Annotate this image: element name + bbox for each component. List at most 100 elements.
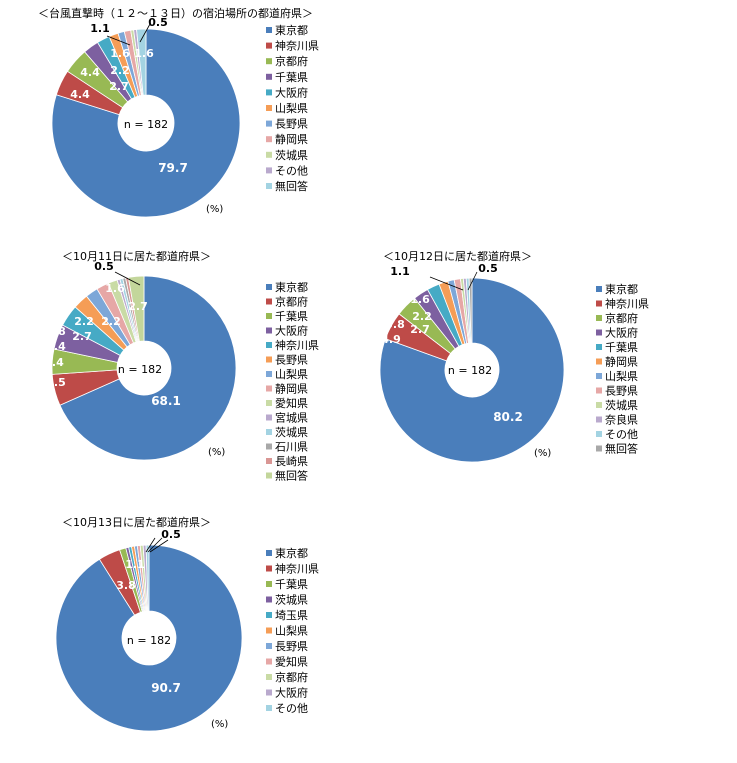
data-label: 2.2 bbox=[101, 315, 121, 328]
legend-entry: 山梨県 bbox=[275, 624, 308, 638]
legend-swatch bbox=[266, 472, 272, 479]
legend-swatch bbox=[266, 342, 272, 348]
sample-size-label: n = 182 bbox=[448, 364, 492, 377]
legend-entry: その他 bbox=[605, 428, 638, 441]
legend-swatch bbox=[266, 151, 272, 158]
legend-entry: 千葉県 bbox=[275, 70, 308, 84]
data-label: 68.1 bbox=[151, 394, 181, 408]
legend-swatch bbox=[266, 689, 272, 696]
legend-entry: 神奈川県 bbox=[275, 562, 319, 576]
legend-entry: 東京都 bbox=[605, 282, 638, 296]
legend-entry: その他 bbox=[275, 702, 308, 715]
data-label: 3.8 bbox=[46, 325, 66, 338]
legend-entry: 京都府 bbox=[275, 295, 308, 309]
data-label: 4.9 bbox=[381, 333, 401, 346]
legend-entry: 山梨県 bbox=[275, 367, 308, 381]
legend-entry: 東京都 bbox=[275, 546, 308, 560]
legend-entry: 神奈川県 bbox=[605, 297, 649, 311]
legend-swatch bbox=[596, 373, 602, 379]
legend-swatch bbox=[266, 136, 272, 143]
legend-swatch bbox=[596, 315, 602, 321]
legend-entry: 大阪府 bbox=[275, 686, 308, 700]
leader-line-2 bbox=[139, 23, 151, 43]
data-label: 1.6 bbox=[110, 47, 130, 60]
data-label: 90.7 bbox=[151, 681, 181, 695]
legend-entry: 京都府 bbox=[275, 670, 308, 684]
data-label: 5.5 bbox=[46, 376, 66, 389]
legend-entry: 大阪府 bbox=[275, 324, 308, 338]
legend-swatch bbox=[596, 286, 602, 292]
data-label: 1.6 bbox=[134, 47, 154, 60]
data-label: 2.7 bbox=[410, 323, 430, 336]
legend-entry: 千葉県 bbox=[275, 309, 308, 323]
chart-title: ＜台風直撃時（１２～１３日）の宿泊場所の都道府県＞ bbox=[38, 6, 313, 20]
legend-entry: 静岡県 bbox=[275, 382, 308, 396]
legend-swatch bbox=[266, 371, 272, 377]
legend-entry: 長崎県 bbox=[275, 454, 308, 468]
legend-entry: 神奈川県 bbox=[275, 39, 319, 53]
leader-line-1 bbox=[114, 271, 141, 286]
data-label: 1.1 bbox=[390, 265, 410, 278]
data-label: 0.5 bbox=[478, 262, 498, 275]
leader-line-1 bbox=[106, 35, 131, 46]
legend-swatch bbox=[266, 400, 272, 406]
donut-chart-1: ＜台風直撃時（１２～１３日）の宿泊場所の都道府県＞ 79.7 4.4 4.4 2.7 2.… bbox=[38, 6, 319, 218]
data-label: 0.5 bbox=[161, 528, 181, 541]
legend-entry: 茨城県 bbox=[275, 593, 308, 607]
legend-entry: 茨城県 bbox=[275, 148, 308, 162]
legend-entry: 長野県 bbox=[275, 118, 308, 131]
legend-entry: その他 bbox=[275, 164, 308, 177]
legend-entry: 茨城県 bbox=[605, 398, 638, 412]
legend-swatch bbox=[266, 120, 272, 127]
legend-swatch bbox=[596, 300, 602, 307]
chart-title: ＜10月11日に居た都道府県＞ bbox=[62, 249, 211, 263]
legend-swatch bbox=[596, 344, 602, 350]
legend-swatch bbox=[266, 550, 272, 556]
legend-swatch bbox=[266, 27, 272, 33]
data-label: 2.2 bbox=[74, 315, 94, 328]
unit-label: (%) bbox=[534, 448, 551, 459]
legend-entry: 愛知県 bbox=[275, 655, 308, 669]
legend-entry: 京都府 bbox=[605, 311, 638, 325]
legend-entry: 大阪府 bbox=[275, 85, 308, 99]
legend-swatch bbox=[596, 445, 602, 452]
data-label: 79.7 bbox=[158, 161, 188, 175]
data-label: 80.2 bbox=[493, 410, 523, 424]
donut-chart-3: ＜10月12日に居た都道府県＞ 80.2 4.9 3.8 2.72.2 1.6 1.1 0.5… bbox=[379, 249, 649, 463]
legend-swatch bbox=[266, 429, 272, 435]
data-label: 4.4 bbox=[46, 340, 66, 353]
data-label: 0.5 bbox=[148, 16, 168, 29]
data-label: 2.2 bbox=[412, 310, 432, 323]
leader-line-1 bbox=[145, 537, 156, 553]
legend-entry: 静岡県 bbox=[275, 132, 308, 146]
legend-swatch bbox=[596, 416, 602, 423]
legend-swatch bbox=[266, 105, 272, 111]
legend-entry: 大阪府 bbox=[605, 326, 638, 340]
legend-swatch bbox=[266, 581, 272, 587]
legend-entry: 東京都 bbox=[275, 23, 308, 37]
data-label: 2.7 bbox=[72, 330, 92, 343]
data-label: 2.7 bbox=[128, 300, 148, 313]
slice-1 bbox=[59, 275, 237, 461]
legend-entry: 無回答 bbox=[605, 442, 638, 456]
legend-entry: 千葉県 bbox=[605, 340, 638, 354]
legend-swatch bbox=[266, 596, 272, 603]
legend-swatch bbox=[596, 387, 602, 394]
slice-1 bbox=[51, 28, 241, 218]
slice-11 bbox=[145, 544, 150, 612]
donut-chart-2: ＜10月11日に居た都道府県＞ 68.1 5.5 4.4 4.4 3.8 2.7 2.2 2.2… bbox=[44, 249, 319, 483]
data-label: 2.7 bbox=[109, 80, 129, 93]
legend-entry: 宮城県 bbox=[275, 411, 308, 425]
legend-swatch bbox=[266, 565, 272, 572]
legend-swatch bbox=[266, 414, 272, 421]
data-label: 1.6 bbox=[410, 293, 430, 306]
legend-swatch bbox=[266, 356, 272, 363]
legend-entry: 石川県 bbox=[275, 441, 308, 454]
data-label: 4.4 bbox=[80, 66, 100, 79]
legend-swatch bbox=[266, 385, 272, 392]
slice-1 bbox=[379, 277, 565, 463]
unit-label: (%) bbox=[211, 719, 228, 730]
